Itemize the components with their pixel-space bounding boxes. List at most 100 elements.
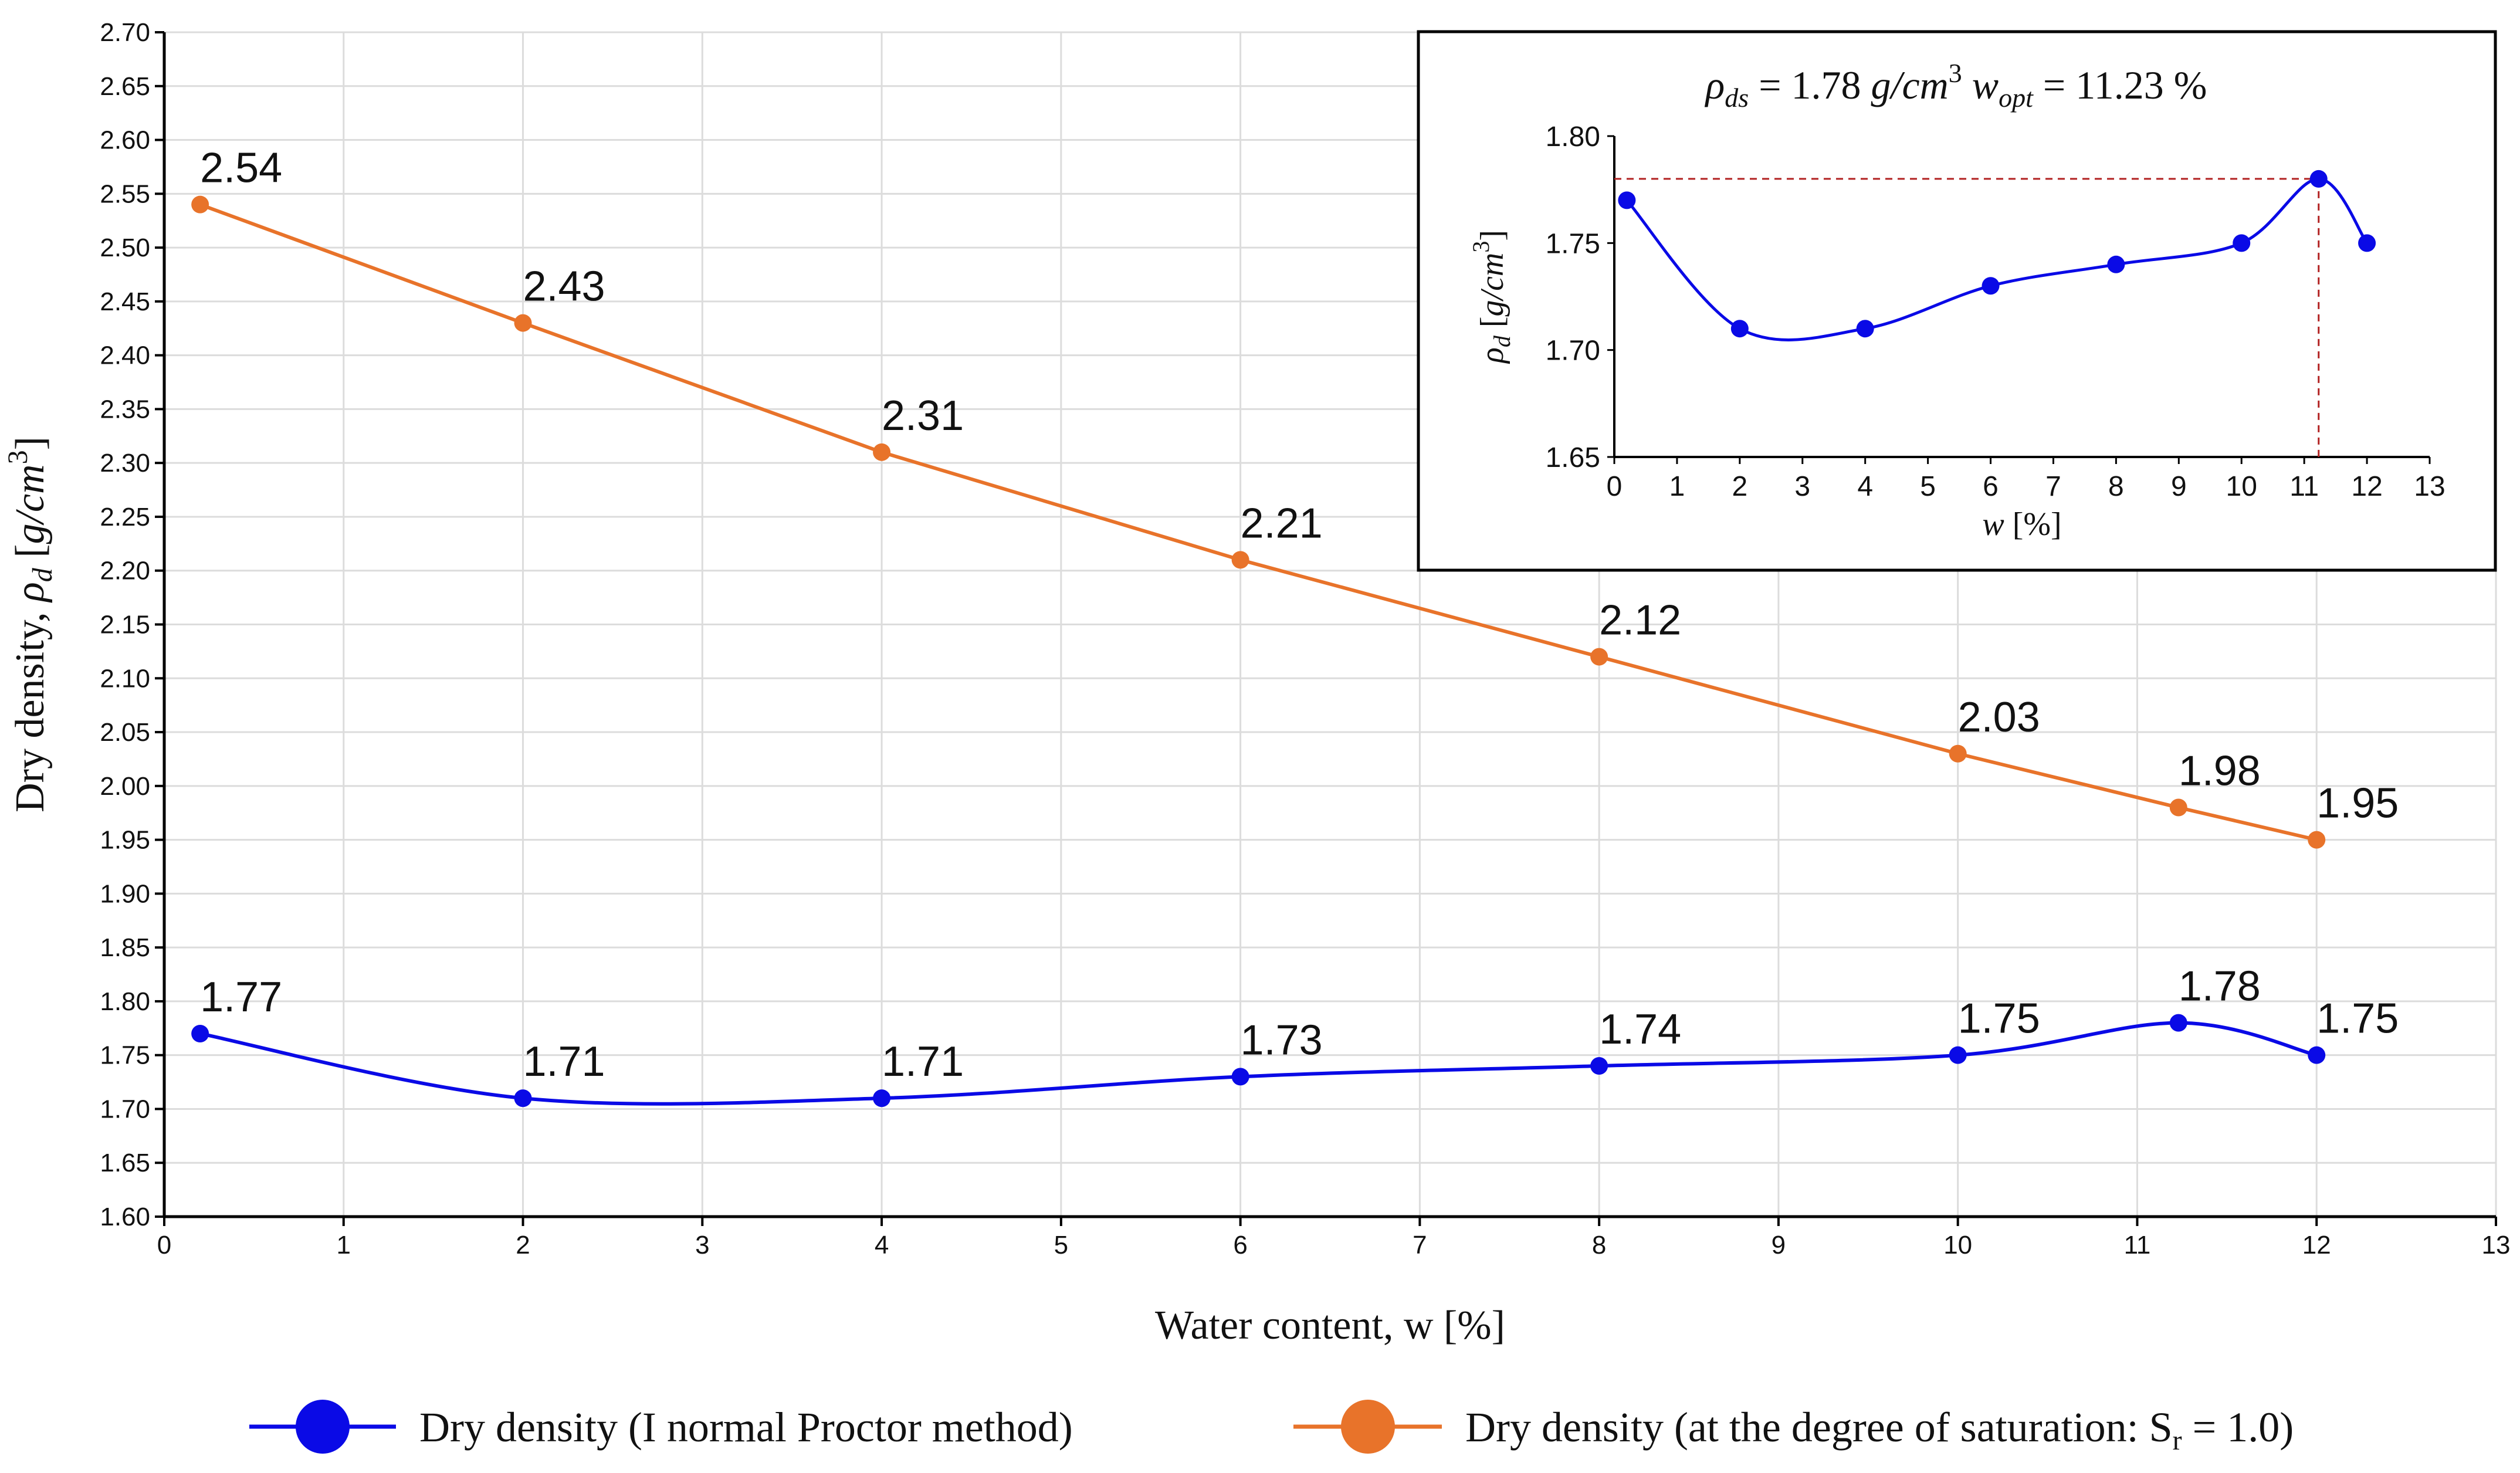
saturation-point bbox=[2308, 831, 2326, 849]
inset-point bbox=[1856, 320, 1874, 338]
inset-y-axis-title-group: ρd [g/cm3] bbox=[1468, 230, 1515, 364]
y-tick-label: 2.70 bbox=[100, 18, 150, 47]
proctor-point bbox=[1590, 1057, 1608, 1075]
y-tick-label: 1.95 bbox=[100, 826, 150, 855]
y-tick-label: 1.60 bbox=[100, 1203, 150, 1231]
inset-y-tick-label: 1.65 bbox=[1546, 442, 1600, 473]
inset-chart: ρds = 1.78 g/cm3 wopt = 11.23 %0 1 2 3 4 5 6 7 8… bbox=[1417, 30, 2497, 572]
saturation-point bbox=[1590, 648, 1608, 666]
inset-x-tick-label: 10 bbox=[2226, 471, 2257, 502]
proctor-data-label: 1.71 bbox=[882, 1038, 964, 1085]
legend-saturation-label: Dry density (at the degree of saturation… bbox=[1465, 1404, 2294, 1456]
y-tick-label: 2.60 bbox=[100, 126, 150, 155]
saturation-data-label: 2.43 bbox=[523, 263, 605, 310]
y-tick-label: 1.70 bbox=[100, 1095, 150, 1123]
inset-point bbox=[1982, 277, 2000, 295]
saturation-point bbox=[191, 195, 209, 214]
x-tick-label: 2 bbox=[516, 1231, 530, 1259]
ann-w-value: = 11.23 % bbox=[2033, 63, 2207, 107]
proctor-data-label: 1.75 bbox=[2316, 995, 2399, 1042]
y-tick-label: 2.15 bbox=[100, 611, 150, 639]
proctor-point bbox=[514, 1089, 532, 1108]
x-tick-label: 1 bbox=[337, 1231, 351, 1259]
inset-y-sub: d bbox=[1489, 335, 1515, 347]
y-tick-label: 2.55 bbox=[100, 180, 150, 208]
legend-saturation-tail: = 1.0) bbox=[2182, 1404, 2294, 1451]
inset-x-tick-label: 0 bbox=[1607, 471, 1623, 502]
y-tick-label: 1.65 bbox=[100, 1149, 150, 1177]
proctor-point bbox=[873, 1089, 891, 1108]
x-tick-label: 9 bbox=[1772, 1231, 1786, 1259]
inset-x-tick-label: 13 bbox=[2414, 471, 2445, 502]
inset-x-tick-label: 4 bbox=[1857, 471, 1873, 502]
proctor-point bbox=[2169, 1014, 2187, 1032]
inset-x-tick-label: 9 bbox=[2171, 471, 2187, 502]
inset-point bbox=[2107, 255, 2125, 273]
inset-x-axis-title: w [%] bbox=[1982, 506, 2061, 543]
axes: 0 1 2 3 4 5 6 7 8 9 10 11 12 131.601.651.701.751.801.… bbox=[2, 18, 2510, 1348]
proctor-point bbox=[1949, 1046, 1967, 1064]
y-tick-label: 2.35 bbox=[100, 395, 150, 424]
x-tick-label: 13 bbox=[2482, 1231, 2511, 1259]
inset-point bbox=[2309, 170, 2328, 188]
saturation-data-label: 2.21 bbox=[1241, 500, 1323, 547]
y-tick-label: 2.40 bbox=[100, 341, 150, 370]
data-labels: 1.77 1.71 1.71 1.73 1.74 1.75 1.78 1.75 2.54 2.43… bbox=[200, 145, 2399, 1085]
y-tick-label: 2.20 bbox=[100, 557, 150, 585]
inset-x-tick-label: 3 bbox=[1794, 471, 1810, 502]
proctor-data-label: 1.71 bbox=[523, 1038, 605, 1085]
x-tick-label: 5 bbox=[1054, 1231, 1068, 1259]
y-tick-label: 2.65 bbox=[100, 72, 150, 101]
ann-rho-unit: g/cm bbox=[1871, 63, 1949, 107]
x-tick-label: 12 bbox=[2302, 1231, 2331, 1259]
saturation-point bbox=[2169, 798, 2187, 817]
x-axis-title: Water content, w [%] bbox=[1155, 1303, 1505, 1348]
inset-x-title-unit: [%] bbox=[2004, 506, 2062, 543]
y-tick-label: 2.30 bbox=[100, 449, 150, 478]
legend-proctor-label: Dry density (I normal Proctor method) bbox=[419, 1404, 1073, 1451]
legend-saturation-text: Dry density (at the degree of saturation… bbox=[1465, 1404, 2173, 1451]
x-tick-label: 3 bbox=[695, 1231, 709, 1259]
y-tick-label: 1.90 bbox=[100, 879, 150, 908]
y-tick-label: 1.80 bbox=[100, 987, 150, 1016]
y-tick-label: 2.00 bbox=[100, 772, 150, 801]
inset-x-tick-label: 12 bbox=[2351, 471, 2382, 502]
saturation-data-label: 1.98 bbox=[2179, 748, 2261, 795]
y-title-bracket-close: ] bbox=[8, 436, 53, 450]
inset-x-tick-label: 1 bbox=[1669, 471, 1685, 502]
x-tick-label: 0 bbox=[157, 1231, 171, 1259]
y-title-unit: g/cm bbox=[8, 464, 53, 544]
inset-y-tick-label: 1.80 bbox=[1546, 121, 1600, 153]
inset-annotation: ρds = 1.78 g/cm3 wopt = 11.23 % bbox=[1705, 58, 2207, 113]
inset-x-tick-label: 6 bbox=[1983, 471, 1999, 502]
inset-x-tick-label: 11 bbox=[2289, 471, 2319, 502]
y-tick-label: 1.75 bbox=[100, 1041, 150, 1070]
y-title-bracket: [ bbox=[8, 544, 53, 568]
saturation-point bbox=[873, 443, 891, 461]
inset-x-tick-label: 8 bbox=[2108, 471, 2124, 502]
saturation-data-label: 2.12 bbox=[1599, 597, 1681, 644]
x-tick-label: 8 bbox=[1592, 1231, 1606, 1259]
saturation-data-label: 2.54 bbox=[200, 145, 282, 192]
inset-point bbox=[1730, 320, 1749, 338]
proctor-point bbox=[1231, 1068, 1249, 1086]
series-layer bbox=[191, 195, 2326, 1108]
legend-proctor-marker bbox=[296, 1400, 350, 1454]
saturation-point bbox=[514, 314, 532, 332]
ann-rho-sub: ds bbox=[1725, 83, 1749, 113]
proctor-data-label: 1.73 bbox=[1241, 1017, 1323, 1064]
inset-y-tick-label: 1.75 bbox=[1546, 228, 1600, 259]
proctor-data-label: 1.74 bbox=[1599, 1006, 1681, 1053]
x-tick-label: 7 bbox=[1413, 1231, 1427, 1259]
inset-y-bracket-close: ] bbox=[1474, 230, 1510, 241]
inset-point bbox=[2358, 234, 2376, 252]
x-tick-label: 10 bbox=[1943, 1231, 1972, 1259]
inset-point bbox=[2233, 234, 2251, 252]
inset-x-title-w: w bbox=[1982, 506, 2004, 543]
inset-y-axis-title: ρd [g/cm3] bbox=[1468, 230, 1515, 364]
ann-rho: ρ bbox=[1705, 63, 1725, 107]
proctor-data-label: 1.77 bbox=[200, 974, 282, 1021]
legend: Dry density (I normal Proctor method) Dry… bbox=[249, 1400, 2294, 1456]
inset-y-unit: g/cm bbox=[1474, 253, 1510, 317]
ann-rho-value: = 1.78 bbox=[1749, 63, 1871, 107]
